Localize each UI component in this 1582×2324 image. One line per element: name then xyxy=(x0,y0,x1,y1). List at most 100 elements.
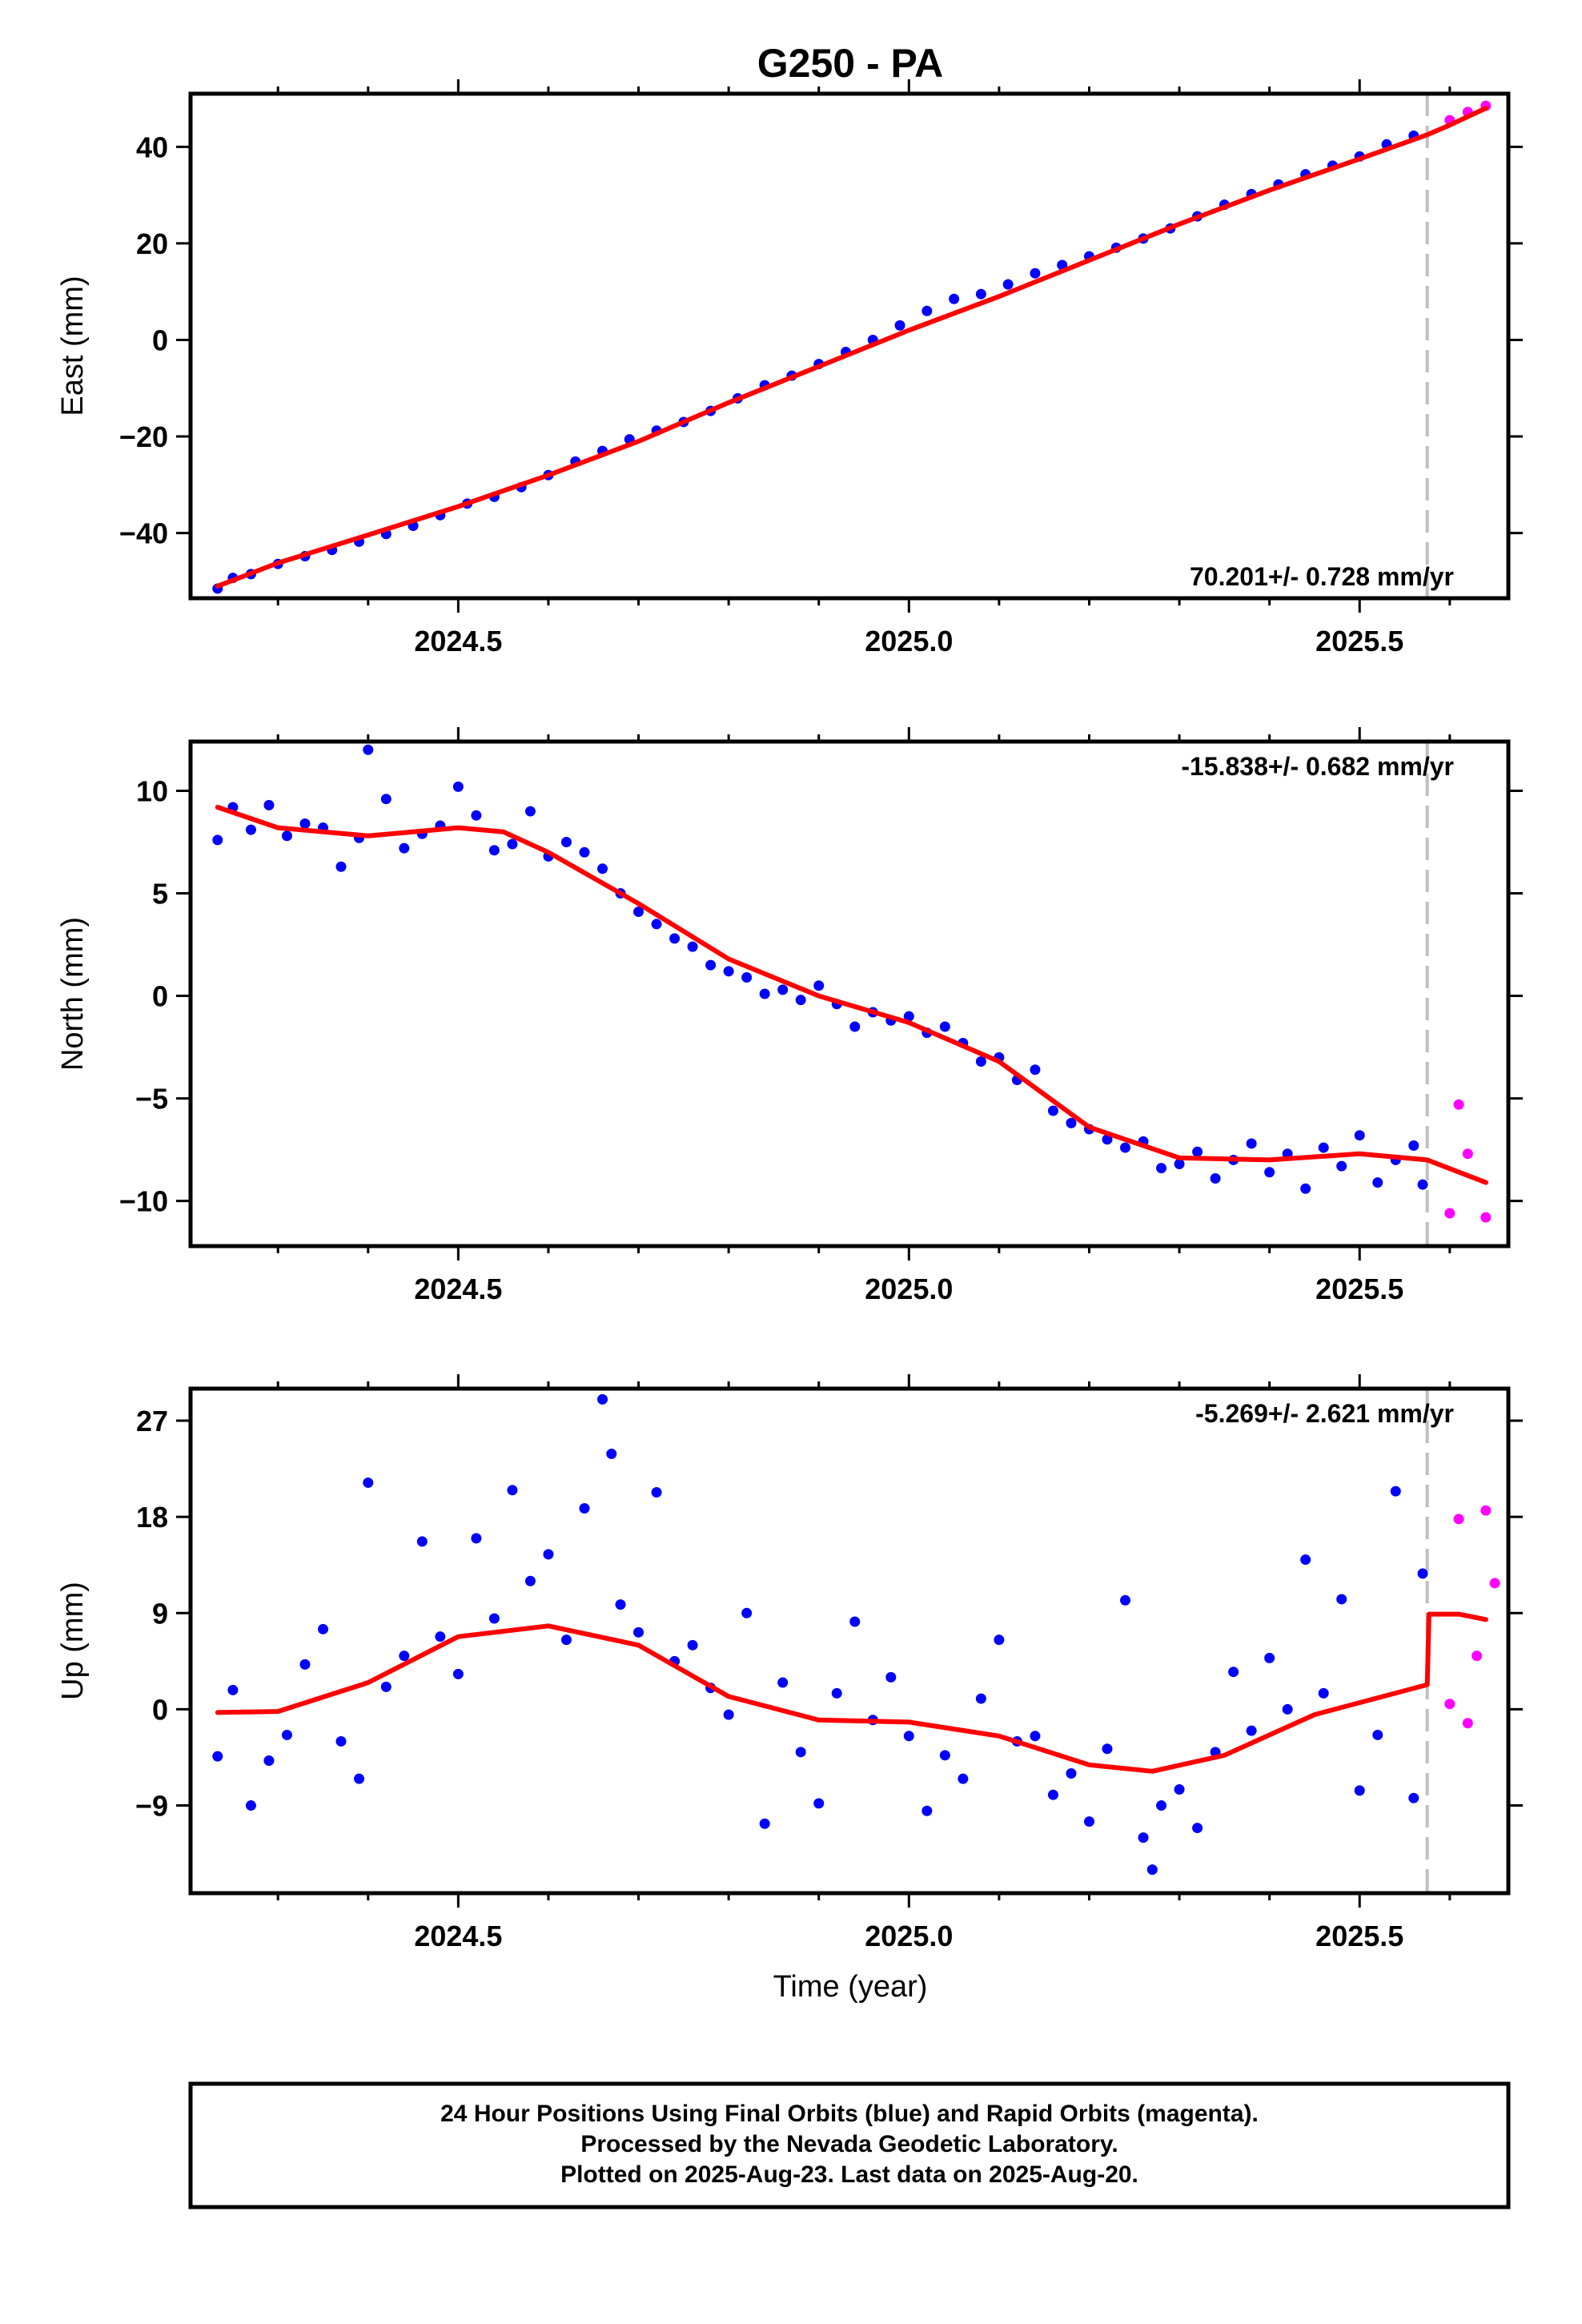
north-xtick-label: 2025.0 xyxy=(865,1273,953,1305)
north-final-point xyxy=(1372,1177,1383,1188)
north-final-point xyxy=(651,919,662,930)
footer-line-2: Processed by the Nevada Geodetic Laborat… xyxy=(580,2131,1118,2157)
north-final-point xyxy=(471,810,482,821)
up-ytick-label: 27 xyxy=(136,1405,168,1437)
north-final-point xyxy=(281,830,292,842)
up-final-point xyxy=(687,1639,698,1651)
up-final-point xyxy=(831,1687,842,1699)
north-final-point xyxy=(488,845,500,856)
north-final-point xyxy=(975,1056,986,1068)
east-final-point xyxy=(1002,279,1014,290)
north-final-point xyxy=(1300,1183,1311,1194)
up-final-point xyxy=(471,1533,482,1544)
up-final-point xyxy=(1228,1667,1239,1678)
up-rapid-point xyxy=(1489,1578,1500,1589)
up-xtick-label: 2025.0 xyxy=(865,1920,953,1952)
east-xtick-label: 2024.5 xyxy=(414,625,502,657)
north-final-point xyxy=(849,1021,861,1032)
up-final-point xyxy=(777,1677,789,1688)
north-final-point xyxy=(723,966,734,977)
up-final-point xyxy=(1047,1789,1058,1800)
north-final-point xyxy=(1264,1167,1275,1178)
east-xtick-label: 2025.0 xyxy=(865,625,953,657)
north-final-point xyxy=(597,863,608,875)
up-final-point xyxy=(1300,1554,1311,1566)
east-final-point xyxy=(975,288,986,300)
up-final-point xyxy=(1102,1743,1113,1755)
north-final-point xyxy=(1210,1172,1221,1184)
north-y-axis-label: North (mm) xyxy=(56,917,90,1071)
up-final-point xyxy=(975,1693,986,1704)
up-final-point xyxy=(1156,1800,1167,1811)
north-final-point xyxy=(741,972,753,983)
up-final-point xyxy=(633,1626,644,1638)
up-final-point xyxy=(488,1613,500,1624)
north-final-point xyxy=(452,781,464,792)
north-final-point xyxy=(363,744,374,755)
north-rapid-point xyxy=(1453,1099,1464,1110)
up-final-point xyxy=(1264,1652,1275,1663)
up-final-point xyxy=(1408,1792,1419,1803)
north-final-point xyxy=(335,861,347,872)
north-final-point xyxy=(399,842,410,854)
up-final-point xyxy=(885,1671,897,1683)
east-panel: −40 −20 0 20 40 2024.5 2025.0 2025.5 East (mm) 70… xyxy=(56,79,1523,657)
up-final-point xyxy=(903,1731,914,1742)
up-final-point xyxy=(543,1549,554,1560)
north-final-point xyxy=(1047,1105,1058,1116)
north-final-point xyxy=(560,836,572,847)
up-final-point xyxy=(615,1599,626,1610)
footer-box xyxy=(188,2081,1511,2209)
up-xtick-label: 2024.5 xyxy=(414,1920,502,1952)
north-final-point xyxy=(669,933,681,944)
north-final-point xyxy=(212,834,223,846)
up-final-point xyxy=(318,1623,329,1634)
north-final-point xyxy=(1120,1142,1131,1153)
north-final-point xyxy=(813,980,825,991)
up-panel: −9 0 9 18 27 2024.5 2025.0 2025.5 Up (mm) -5.269+… xyxy=(56,1374,1523,1952)
north-final-point xyxy=(299,818,311,829)
north-final-point xyxy=(380,794,391,805)
up-final-point xyxy=(245,1800,256,1811)
north-final-point xyxy=(579,846,590,858)
north-ytick-label: 0 xyxy=(152,980,168,1013)
north-rapid-point xyxy=(1444,1208,1456,1219)
up-rapid-point xyxy=(1462,1718,1473,1729)
up-rapid-point xyxy=(1453,1514,1464,1525)
up-data-layer xyxy=(212,1389,1500,1893)
up-ytick-label: −9 xyxy=(135,1790,168,1823)
up-rapid-point xyxy=(1472,1651,1483,1662)
up-xtick-label: 2025.5 xyxy=(1315,1920,1403,1952)
north-final-point xyxy=(1066,1117,1077,1128)
east-y-axis-label: East (mm) xyxy=(56,275,90,416)
up-final-point xyxy=(299,1659,311,1670)
up-final-point xyxy=(1138,1832,1149,1844)
east-data-layer xyxy=(212,94,1492,598)
up-final-point xyxy=(435,1631,446,1642)
north-final-point xyxy=(263,799,275,810)
north-rate-label: -15.838+/- 0.682 mm/yr xyxy=(1181,752,1454,781)
east-final-point xyxy=(921,305,933,316)
east-final-point xyxy=(1030,267,1041,279)
up-final-point xyxy=(354,1773,365,1784)
up-final-point xyxy=(651,1486,662,1498)
north-final-point xyxy=(1102,1134,1113,1145)
north-final-point xyxy=(1408,1140,1419,1152)
north-ytick-label: −5 xyxy=(135,1083,168,1116)
up-final-point xyxy=(1174,1784,1185,1795)
up-ytick-label: 9 xyxy=(152,1597,168,1630)
up-final-point xyxy=(560,1634,572,1646)
north-rapid-point xyxy=(1462,1148,1473,1160)
up-final-point xyxy=(597,1393,608,1405)
up-final-point xyxy=(1066,1768,1077,1779)
north-final-point xyxy=(1318,1142,1329,1153)
up-final-point xyxy=(452,1668,464,1679)
north-frame xyxy=(188,739,1511,1248)
north-data-layer xyxy=(212,742,1492,1246)
up-final-point xyxy=(741,1607,753,1618)
up-final-point xyxy=(1372,1729,1383,1740)
up-final-point xyxy=(212,1751,223,1762)
north-final-point xyxy=(705,959,717,971)
x-axis-label: Time (year) xyxy=(773,1970,928,2004)
